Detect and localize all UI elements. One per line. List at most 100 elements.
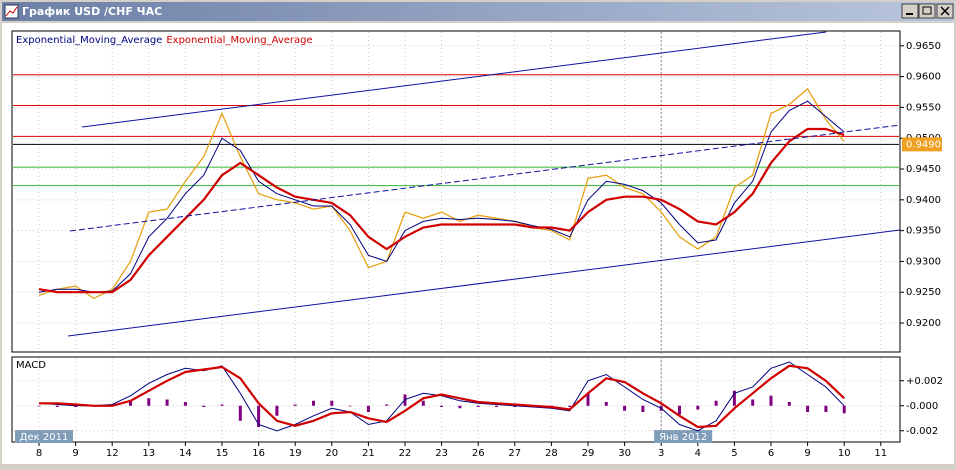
y-tick-label: 0.9650 [906, 41, 941, 52]
histogram-bar [714, 400, 718, 406]
y-tick-label: 0.9400 [906, 195, 941, 206]
x-tick-label: 23 [435, 448, 448, 459]
series-line [39, 364, 845, 429]
histogram-bar [824, 405, 828, 412]
histogram-bar [129, 400, 132, 406]
histogram-bar [458, 405, 462, 409]
y-tick-label: 0.9200 [906, 318, 941, 329]
y-tick-label: 0.9450 [906, 164, 941, 175]
chart-area [2, 23, 954, 464]
histogram-bar [147, 398, 151, 406]
histogram-bar [842, 405, 846, 414]
x-tick-label: 15 [216, 448, 229, 459]
channel-upper [81, 31, 827, 128]
x-tick-label: 14 [179, 448, 192, 459]
histogram-bar [348, 405, 352, 407]
x-tick-label: 16 [252, 448, 265, 459]
maximize-button[interactable] [918, 3, 936, 19]
histogram-bar [476, 405, 480, 407]
histogram-bar [568, 405, 572, 407]
x-tick-label: 29 [582, 448, 595, 459]
histogram-bar [440, 405, 444, 407]
histogram-bar [769, 395, 773, 406]
x-tick-label: 20 [325, 448, 338, 459]
histogram-bar [220, 404, 224, 406]
histogram-bar [678, 405, 681, 415]
window-title: График USD /CHF ЧАС [22, 5, 162, 18]
x-tick-label: 9 [72, 448, 78, 459]
histogram-bar [366, 405, 370, 412]
histogram-bar [732, 390, 736, 406]
x-tick-label: 9 [804, 448, 810, 459]
series-line [38, 361, 845, 432]
x-tick-label: 4 [695, 448, 701, 459]
y-tick-label: 0.9550 [906, 102, 941, 113]
histogram-bar [421, 400, 425, 406]
x-tick-label: 22 [399, 448, 412, 459]
histogram-bar [641, 405, 645, 412]
x-tick-label: 28 [545, 448, 558, 459]
x-tick-label: 8 [36, 448, 42, 459]
series-line [38, 127, 845, 294]
histogram-bar [751, 399, 755, 406]
y-tick-label: -0.002 [906, 426, 938, 437]
histogram-bar [275, 405, 279, 416]
x-tick-label: 19 [289, 448, 302, 459]
x-tick-label: 5 [731, 448, 737, 459]
period-label: Дек 2011 [20, 432, 69, 443]
histogram-bar [238, 405, 242, 421]
period-label-box [15, 430, 73, 443]
histogram-bar [586, 393, 590, 406]
x-tick-label: 26 [472, 448, 485, 459]
histogram-bar [55, 405, 59, 407]
histogram-bar [696, 405, 700, 410]
histogram-bar [312, 400, 315, 406]
x-tick-label: 27 [508, 448, 521, 459]
histogram-bar [495, 405, 498, 407]
window-icon-glyph [5, 6, 18, 17]
legend-entry: Exponential_Moving_Average [166, 35, 312, 46]
histogram-bar [257, 405, 261, 427]
histogram-bar [604, 402, 608, 406]
histogram-bar [165, 399, 169, 406]
x-tick-label: 10 [838, 448, 851, 459]
channel-middle [69, 124, 900, 232]
last-price-box [902, 137, 942, 152]
y-tick-label: 0.9600 [906, 72, 941, 83]
x-tick-label: 11 [874, 448, 887, 459]
histogram-bar [37, 405, 41, 407]
period-label: Янв 2012 [659, 432, 707, 443]
title-bar [2, 2, 954, 21]
x-tick-label: 21 [362, 448, 375, 459]
histogram-bar [385, 404, 389, 406]
x-tick-label: 13 [142, 448, 155, 459]
channel-lower [67, 229, 900, 337]
macd-panel [11, 356, 901, 443]
histogram-bar [74, 405, 78, 407]
y-tick-label: 0.9300 [906, 256, 941, 267]
x-tick-label: 12 [106, 448, 119, 459]
histogram-bar [330, 400, 334, 406]
x-tick-label: 3 [658, 448, 664, 459]
period-label-box [654, 430, 713, 443]
histogram-bar [806, 405, 810, 412]
histogram-bar [183, 402, 187, 406]
histogram-bar [787, 402, 791, 406]
minimize-button[interactable] [901, 3, 919, 19]
legend-entry: Exponential_Moving_Average [16, 35, 162, 46]
plot-layer: 8 9 12 13 14 15 16 19 20 21 22 23 26 27 28 29 30 3 4 5 6 9 10 1… [13, 32, 943, 459]
y-tick-label: -0.000 [906, 401, 938, 412]
histogram-bar [623, 405, 627, 411]
y-tick-label: 0.9350 [906, 226, 941, 237]
histogram-bar [293, 404, 297, 406]
x-tick-label: 6 [768, 448, 774, 459]
histogram-bar [513, 405, 517, 407]
channel [67, 31, 900, 337]
close-button[interactable] [936, 3, 954, 19]
price-panel [11, 30, 901, 353]
x-tick-label: 30 [618, 448, 631, 459]
series-line [38, 100, 845, 293]
y-tick-label: +0.002 [906, 376, 943, 387]
